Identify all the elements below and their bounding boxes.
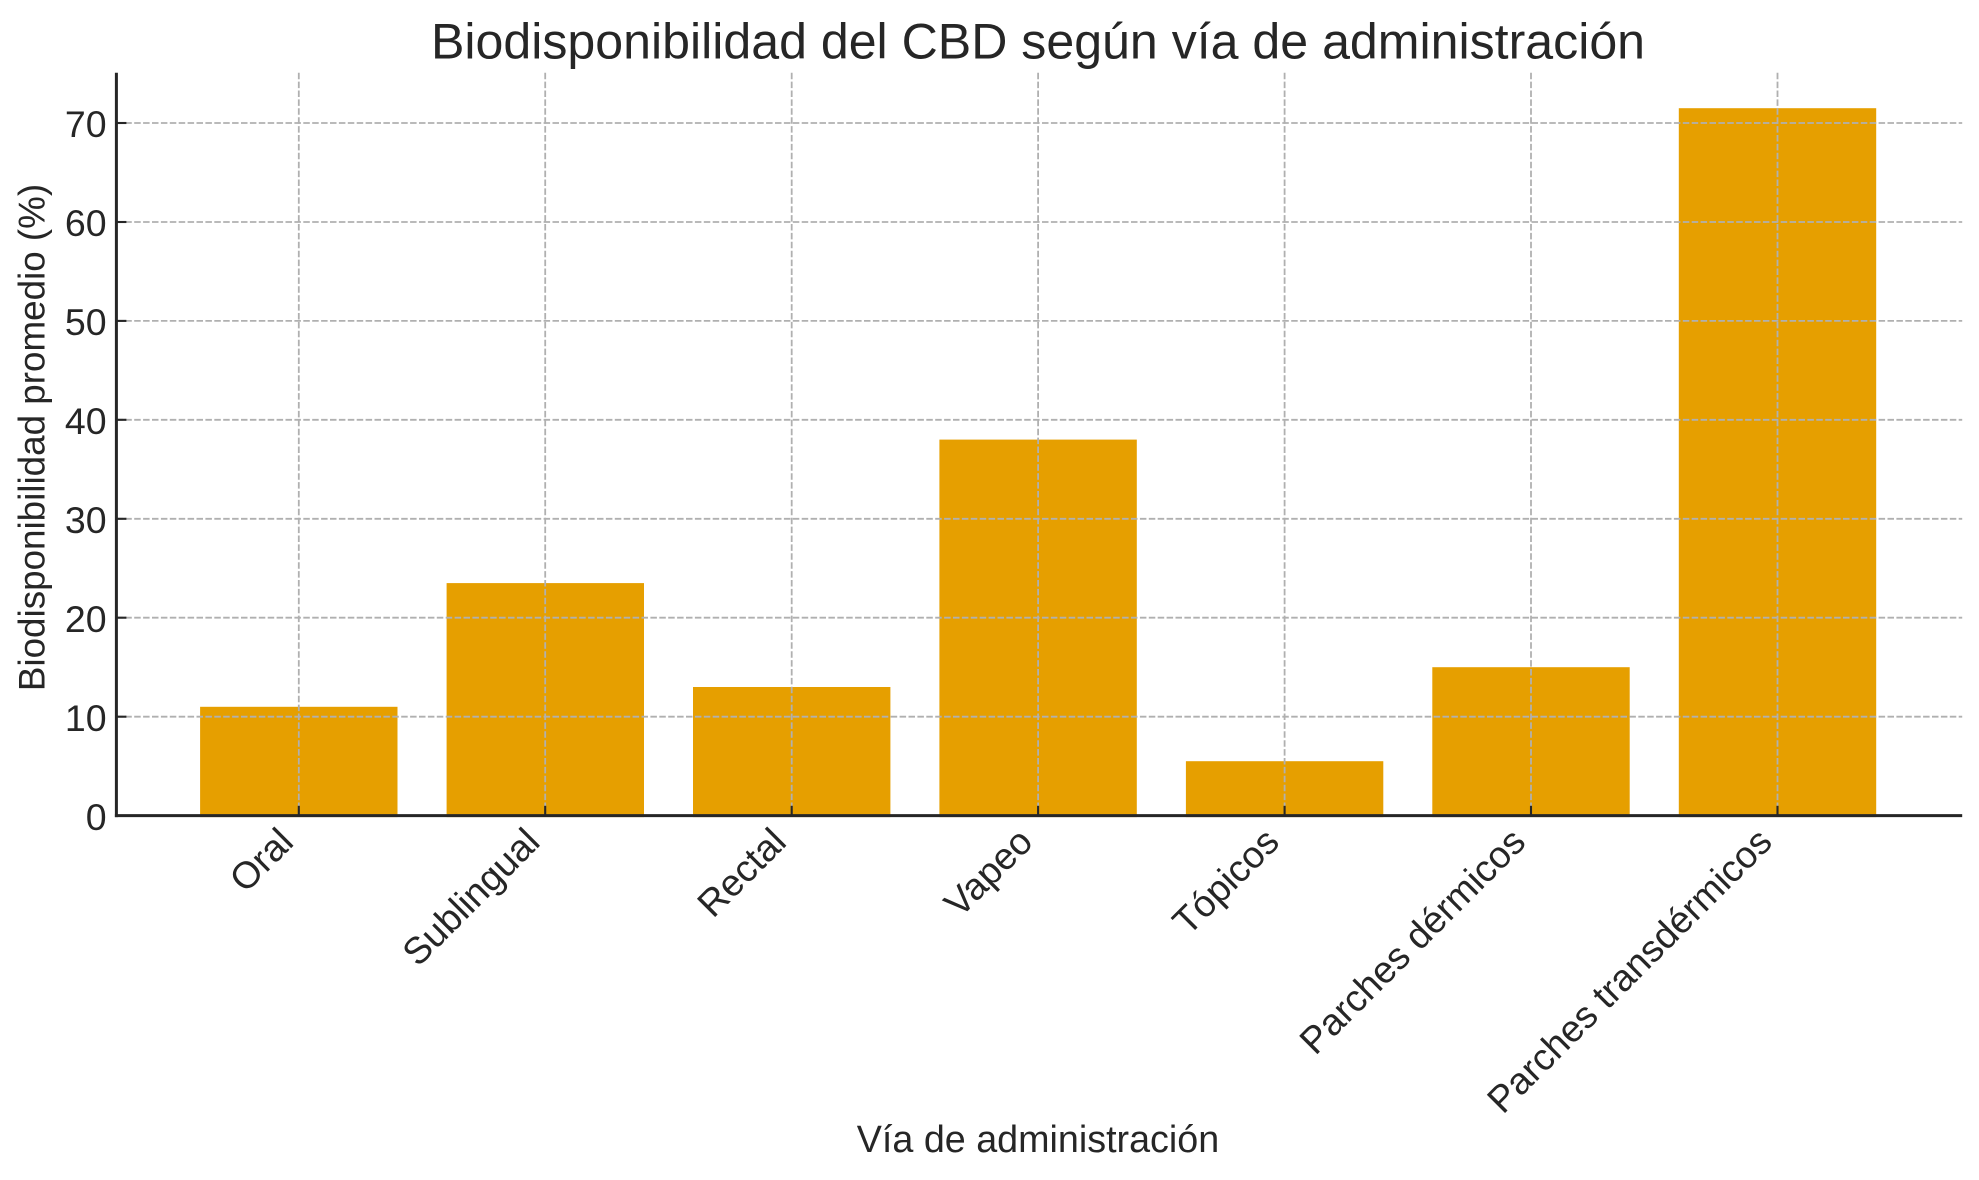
svg-text:30: 30: [65, 499, 107, 541]
svg-text:60: 60: [65, 202, 107, 244]
svg-text:70: 70: [65, 103, 107, 145]
svg-text:40: 40: [65, 400, 107, 442]
svg-text:20: 20: [65, 598, 107, 640]
svg-text:10: 10: [65, 697, 107, 739]
svg-text:50: 50: [65, 301, 107, 343]
svg-text:Biodisponibilidad promedio (%): Biodisponibilidad promedio (%): [12, 184, 53, 691]
svg-text:Biodisponibilidad del CBD segú: Biodisponibilidad del CBD según vía de a…: [431, 14, 1645, 70]
svg-text:0: 0: [86, 796, 107, 838]
svg-text:Vía de administración: Vía de administración: [857, 1118, 1219, 1160]
